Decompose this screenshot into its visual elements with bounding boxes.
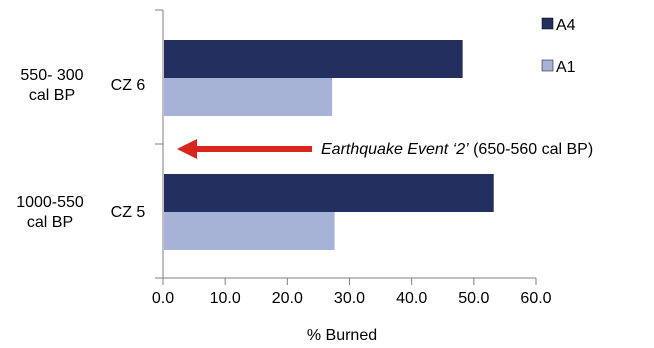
legend-swatch-a1 (541, 59, 554, 72)
earthquake-arrow (177, 139, 312, 159)
bars-group (164, 40, 494, 250)
earthquake-annotation-italic: Earthquake Event ‘2’ (321, 141, 469, 158)
x-tick-label: 50.0 (458, 290, 489, 307)
legend-label-a4: A4 (556, 17, 576, 34)
bar-a4-category-0 (164, 40, 463, 78)
category-1-zone: CZ 5 (111, 204, 146, 221)
x-tick-label: 10.0 (210, 290, 241, 307)
x-axis-title: % Burned (307, 327, 377, 344)
bar-a1-category-1 (164, 212, 335, 250)
category-1-period-line-1: 1000-550 (16, 194, 84, 211)
category-0-period-line-2: cal BP (29, 87, 75, 104)
x-tick-label: 30.0 (334, 290, 365, 307)
legend-swatch-a4 (541, 17, 554, 30)
category-0-period-line-1: 550- 300 (20, 67, 83, 84)
earthquake-arrow-head (177, 139, 197, 159)
category-1-period-line-2: cal BP (27, 214, 73, 231)
x-tick-label: 20.0 (272, 290, 303, 307)
x-ticks-group: 0.0 10.0 20.0 30.0 40.0 50.0 60.0 (152, 278, 552, 307)
category-0-zone: CZ 6 (111, 77, 146, 94)
legend-label-a1: A1 (556, 59, 576, 76)
bar-a4-category-1 (164, 174, 494, 212)
earthquake-annotation: Earthquake Event ‘2’ (650-560 cal BP) (321, 141, 593, 158)
x-tick-label: 60.0 (520, 290, 551, 307)
bar-a1-category-0 (164, 78, 333, 116)
x-tick-label: 40.0 (396, 290, 427, 307)
earthquake-annotation-range: (650-560 cal BP) (469, 141, 594, 158)
x-tick-label: 0.0 (152, 290, 174, 307)
